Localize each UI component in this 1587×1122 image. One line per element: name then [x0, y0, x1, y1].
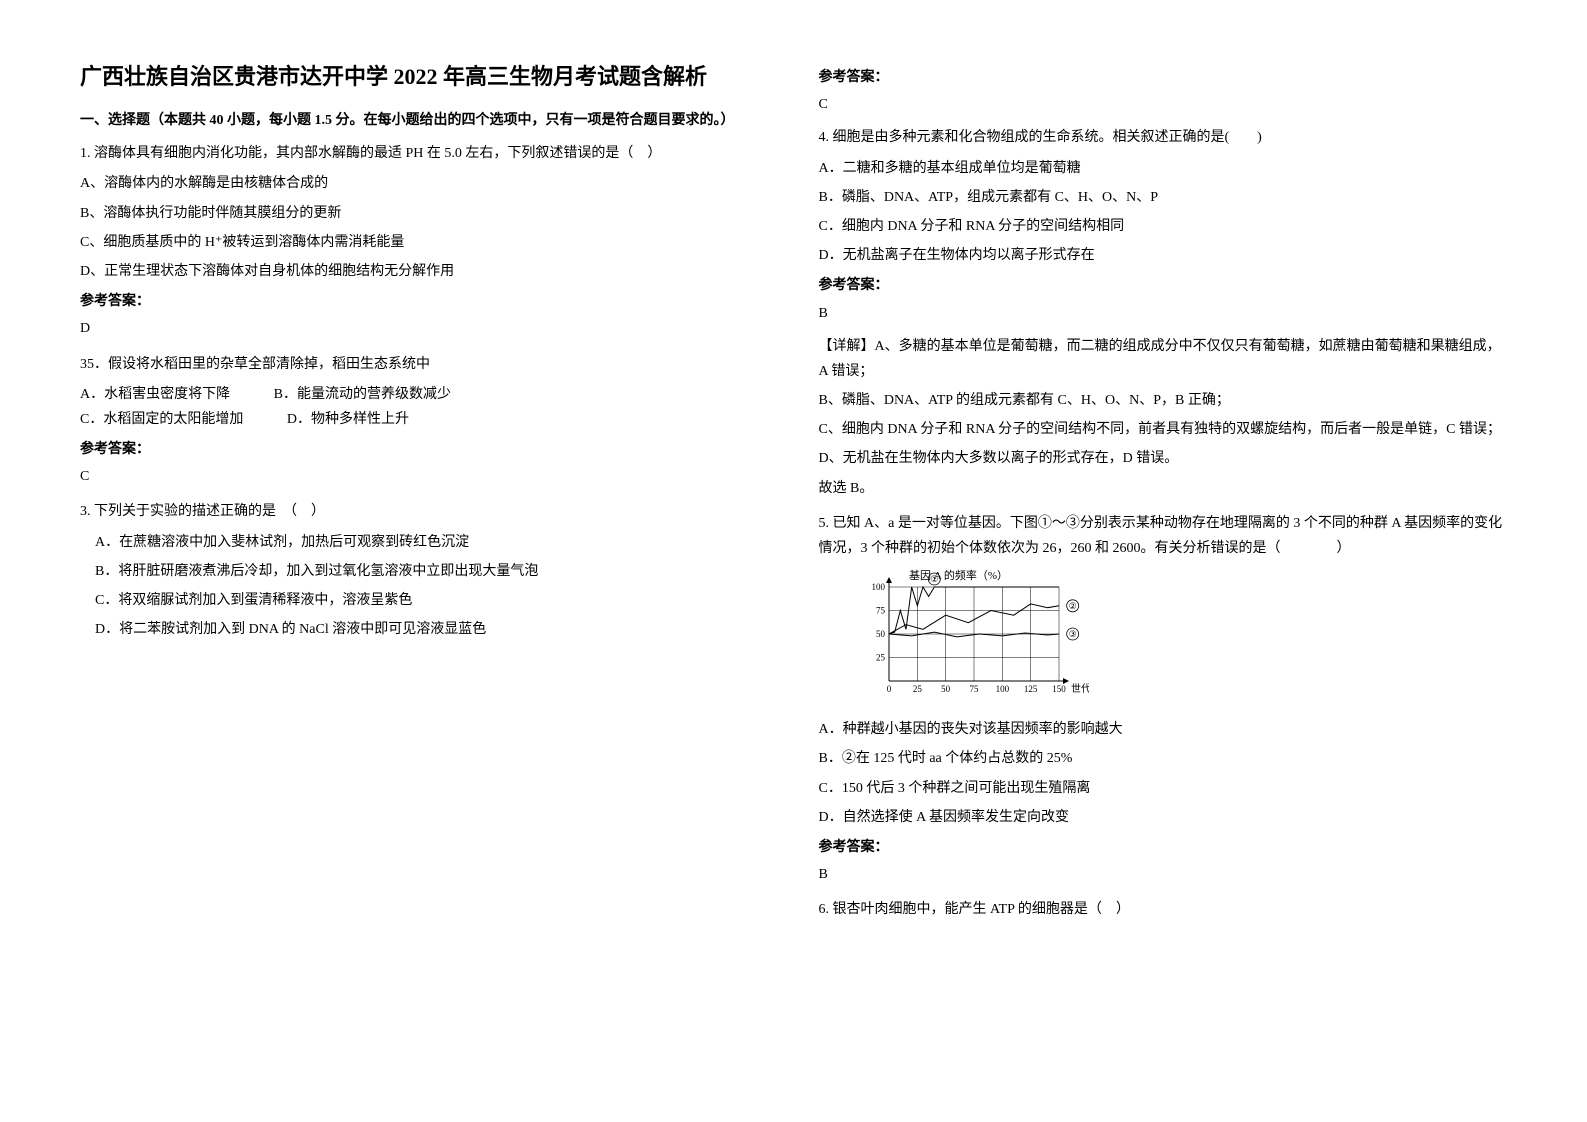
- answer-label: 参考答案：: [819, 273, 1508, 298]
- option-d: D．自然选择使 A 基因频率发生定向改变: [819, 805, 1508, 830]
- option-a: A．在蔗糖溶液中加入斐林试剂，加热后可观察到砖红色沉淀: [80, 530, 769, 555]
- answer: D: [80, 316, 769, 341]
- chart-svg: 基因 A 的频率（%） 100 75 50 25 0 25 50 75 100 125 150 世代 ① ②…: [859, 569, 1089, 709]
- option-b: B．磷脂、DNA、ATP，组成元素都有 C、H、O、N、P: [819, 185, 1508, 210]
- question-text: 1. 溶酶体具有细胞内消化功能，其内部水解酶的最适 PH 在 5.0 左右，下列…: [80, 141, 769, 166]
- question-35: 35．假设将水稻田里的杂草全部清除掉，稻田生态系统中 A．水稻害虫密度将下降 B…: [80, 352, 769, 490]
- svg-text:基因 A 的频率（%）: 基因 A 的频率（%）: [909, 569, 1008, 582]
- option-b: B．能量流动的营养级数减少: [274, 382, 451, 407]
- option-c: C、细胞质基质中的 H⁺被转运到溶酶体内需消耗能量: [80, 230, 769, 255]
- page-title: 广西壮族自治区贵港市达开中学 2022 年高三生物月考试题含解析: [80, 60, 769, 93]
- explanation: 故选 B。: [819, 476, 1508, 501]
- section-header: 一、选择题（本题共 40 小题，每小题 1.5 分。在每小题给出的四个选项中，只…: [80, 108, 769, 133]
- explanation: C、细胞内 DNA 分子和 RNA 分子的空间结构不同，前者具有独特的双螺旋结构…: [819, 417, 1508, 442]
- svg-text:125: 125: [1023, 684, 1037, 694]
- explanation: 【详解】A、多糖的基本单位是葡萄糖，而二糖的组成成分中不仅仅只有葡萄糖，如蔗糖由…: [819, 334, 1508, 384]
- option-a: A．水稻害虫密度将下降: [80, 382, 230, 407]
- option-c: C．150 代后 3 个种群之间可能出现生殖隔离: [819, 776, 1508, 801]
- option-d: D．物种多样性上升: [287, 407, 409, 432]
- option-b: B．将肝脏研磨液煮沸后冷却，加入到过氧化氢溶液中立即出现大量气泡: [80, 559, 769, 584]
- option-b: B、溶酶体执行功能时伴随其膜组分的更新: [80, 201, 769, 226]
- answer-label: 参考答案：: [819, 835, 1508, 860]
- answer: B: [819, 862, 1508, 887]
- question-5: 5. 已知 A、a 是一对等位基因。下图①～③分别表示某种动物存在地理隔离的 3…: [819, 511, 1508, 888]
- answer-label: 参考答案：: [819, 65, 1508, 90]
- answer-label: 参考答案：: [80, 289, 769, 314]
- option-d: D．将二苯胺试剂加入到 DNA 的 NaCl 溶液中即可见溶液显蓝色: [80, 617, 769, 642]
- question-text: 6. 银杏叶肉细胞中，能产生 ATP 的细胞器是（ ）: [819, 897, 1508, 922]
- svg-text:③: ③: [1068, 629, 1076, 639]
- frequency-chart: 基因 A 的频率（%） 100 75 50 25 0 25 50 75 100 125 150 世代 ① ②…: [859, 569, 1508, 709]
- question-1: 1. 溶酶体具有细胞内消化功能，其内部水解酶的最适 PH 在 5.0 左右，下列…: [80, 141, 769, 341]
- option-d: D．无机盐离子在生物体内均以离子形式存在: [819, 243, 1508, 268]
- question-text: 4. 细胞是由多种元素和化合物组成的生命系统。相关叙述正确的是( ): [819, 125, 1508, 150]
- svg-text:50: 50: [876, 629, 886, 639]
- svg-text:150: 150: [1052, 684, 1066, 694]
- option-a: A．种群越小基因的丧失对该基因频率的影响越大: [819, 717, 1508, 742]
- svg-text:②: ②: [1068, 601, 1076, 611]
- question-3: 3. 下列关于实验的描述正确的是 （ ） A．在蔗糖溶液中加入斐林试剂，加热后可…: [80, 499, 769, 642]
- explanation: B、磷脂、DNA、ATP 的组成元素都有 C、H、O、N、P，B 正确；: [819, 388, 1508, 413]
- svg-text:0: 0: [886, 684, 891, 694]
- question-6: 6. 银杏叶肉细胞中，能产生 ATP 的细胞器是（ ）: [819, 897, 1508, 922]
- answer: B: [819, 301, 1508, 326]
- svg-text:①: ①: [930, 574, 938, 584]
- right-column: 参考答案： C 4. 细胞是由多种元素和化合物组成的生命系统。相关叙述正确的是(…: [819, 60, 1508, 933]
- svg-text:25: 25: [912, 684, 922, 694]
- option-d: D、正常生理状态下溶酶体对自身机体的细胞结构无分解作用: [80, 259, 769, 284]
- answer-label: 参考答案：: [80, 437, 769, 462]
- explanation: D、无机盐在生物体内大多数以离子的形式存在，D 错误。: [819, 446, 1508, 471]
- question-text: 35．假设将水稻田里的杂草全部清除掉，稻田生态系统中: [80, 352, 769, 377]
- svg-text:75: 75: [969, 684, 979, 694]
- svg-text:25: 25: [876, 653, 886, 663]
- svg-text:100: 100: [871, 582, 885, 592]
- svg-text:50: 50: [941, 684, 951, 694]
- question-4: 4. 细胞是由多种元素和化合物组成的生命系统。相关叙述正确的是( ) A．二糖和…: [819, 125, 1508, 500]
- svg-text:75: 75: [876, 606, 886, 616]
- question-text: 5. 已知 A、a 是一对等位基因。下图①～③分别表示某种动物存在地理隔离的 3…: [819, 511, 1508, 561]
- left-column: 广西壮族自治区贵港市达开中学 2022 年高三生物月考试题含解析 一、选择题（本…: [80, 60, 769, 933]
- answer: C: [819, 92, 1508, 117]
- option-c: C．将双缩脲试剂加入到蛋清稀释液中，溶液呈紫色: [80, 588, 769, 613]
- option-b: B．②在 125 代时 aa 个体约占总数的 25%: [819, 746, 1508, 771]
- option-c: C．细胞内 DNA 分子和 RNA 分子的空间结构相同: [819, 214, 1508, 239]
- option-c: C．水稻固定的太阳能增加: [80, 407, 243, 432]
- option-a: A．二糖和多糖的基本组成单位均是葡萄糖: [819, 156, 1508, 181]
- svg-text:100: 100: [995, 684, 1009, 694]
- option-a: A、溶酶体内的水解酶是由核糖体合成的: [80, 171, 769, 196]
- answer: C: [80, 464, 769, 489]
- question-text: 3. 下列关于实验的描述正确的是 （ ）: [80, 499, 769, 524]
- svg-text:世代: 世代: [1071, 683, 1089, 695]
